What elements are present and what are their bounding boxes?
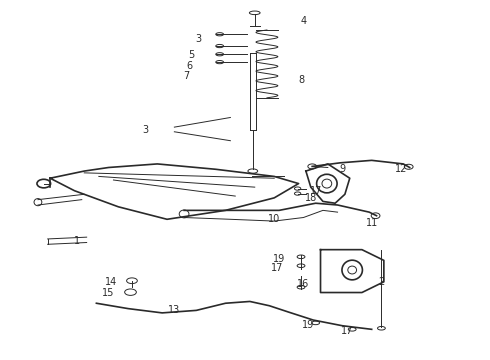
Text: 19: 19 (273, 253, 285, 264)
Text: 8: 8 (298, 75, 304, 85)
Text: 9: 9 (340, 164, 345, 174)
Text: 17: 17 (341, 326, 353, 336)
Text: 18: 18 (305, 193, 317, 203)
Text: 15: 15 (102, 288, 115, 297)
Text: 4: 4 (300, 16, 307, 26)
Text: 16: 16 (297, 279, 310, 289)
Text: 14: 14 (105, 277, 117, 287)
Text: 13: 13 (168, 305, 180, 315)
Text: 2: 2 (378, 277, 385, 287)
Text: 10: 10 (268, 214, 280, 224)
Text: 1: 1 (74, 236, 80, 246)
Text: 5: 5 (188, 50, 195, 60)
Text: 3: 3 (142, 125, 148, 135)
Text: 17: 17 (310, 186, 322, 196)
Text: 7: 7 (183, 71, 190, 81)
Text: 12: 12 (395, 164, 407, 174)
Text: 17: 17 (270, 262, 283, 273)
Text: 11: 11 (366, 218, 378, 228)
Text: 6: 6 (186, 61, 192, 71)
Text: 19: 19 (302, 320, 315, 330)
Text: 3: 3 (196, 34, 202, 44)
